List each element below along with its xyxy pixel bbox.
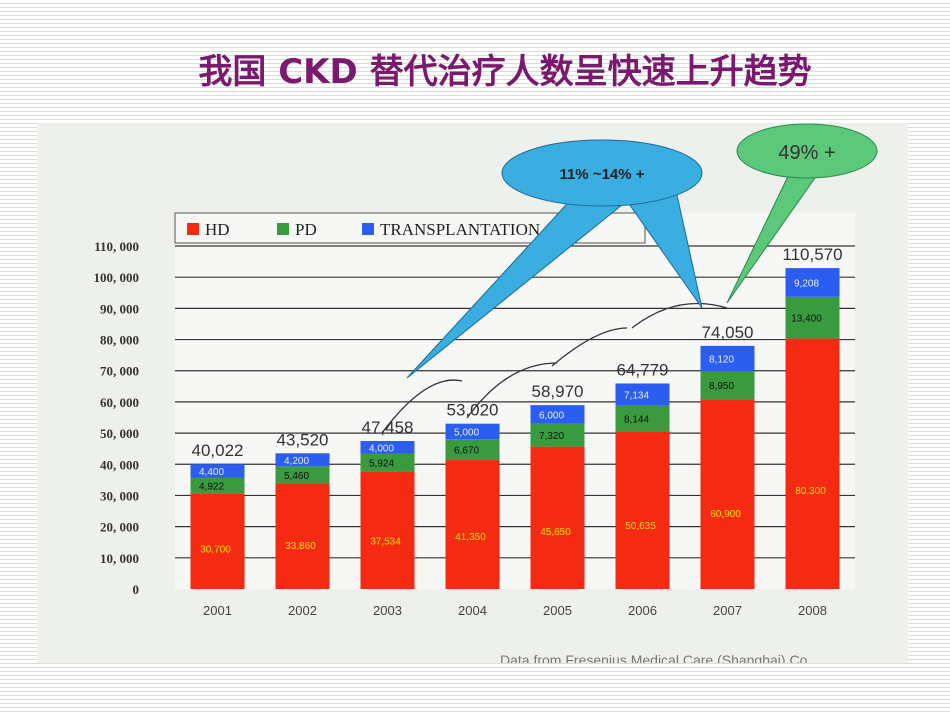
y-tick-label: 90, 000 bbox=[100, 301, 139, 316]
callout-text: 11% ~14% + bbox=[559, 166, 644, 183]
slide-title: 我国 CKD 替代治疗人数呈快速上升趋势 bbox=[198, 52, 812, 92]
bar-value-label: 7,320 bbox=[539, 431, 564, 442]
x-tick-label: 2004 bbox=[458, 603, 487, 618]
bar-value-label: 5,000 bbox=[454, 427, 479, 438]
bar-value-label: 5,924 bbox=[369, 459, 394, 470]
x-tick-label: 2008 bbox=[798, 603, 827, 618]
bar-segment-pd bbox=[275, 466, 330, 484]
y-tick-label: 10, 000 bbox=[100, 551, 139, 566]
trend-arrows bbox=[381, 302, 728, 434]
bar-total-label: 110,570 bbox=[782, 245, 842, 264]
bar-value-label: 9,208 bbox=[794, 278, 819, 289]
source-note: Data from Fresenius Medical Care (Shangh… bbox=[500, 652, 808, 663]
bar-segment-transplantation bbox=[275, 453, 330, 467]
bar-total-label: 58,970 bbox=[532, 382, 584, 401]
bar-segment-hd bbox=[530, 446, 585, 589]
bar-value-label: 80,300 bbox=[795, 486, 826, 497]
x-tick-label: 2001 bbox=[203, 603, 232, 618]
bar-total-label: 43,520 bbox=[277, 430, 329, 449]
bar-value-label: 45,650 bbox=[540, 527, 571, 538]
bar-segment-transplantation bbox=[700, 345, 755, 372]
bar-segment-transplantation bbox=[615, 383, 670, 406]
bar-total-label: 64,779 bbox=[617, 360, 669, 379]
bar-segment-pd bbox=[445, 439, 500, 461]
legend-label: HD bbox=[205, 220, 230, 239]
legend-swatch bbox=[277, 223, 289, 235]
bar-value-label: 8,120 bbox=[709, 355, 734, 366]
bar-value-label: 6,000 bbox=[539, 410, 564, 421]
stacked-bar-chart: 0 10, 000 20, 000 30, 000 40, 000 50, 000 60, … bbox=[94, 123, 878, 663]
callout-bubble bbox=[736, 123, 878, 179]
bar-segment-transplantation bbox=[190, 464, 245, 478]
bar-segment-transplantation bbox=[530, 405, 585, 424]
bar-value-label: 8,950 bbox=[709, 381, 734, 392]
y-tick-label: 30, 000 bbox=[100, 488, 139, 503]
bar-value-label: 60,900 bbox=[710, 509, 741, 520]
bar-segment-hd bbox=[700, 399, 755, 589]
bar-value-label: 37,534 bbox=[370, 537, 401, 548]
y-tick-label: 100, 000 bbox=[94, 270, 140, 285]
bar-segment-transplantation bbox=[445, 423, 500, 440]
x-tick-label: 2006 bbox=[628, 603, 657, 618]
bar-value-label: 4,922 bbox=[199, 482, 224, 493]
x-tick-label: 2005 bbox=[543, 603, 572, 618]
callout-text: 49% + bbox=[778, 142, 835, 164]
bar-value-label: 33,860 bbox=[285, 541, 316, 552]
x-tick-label: 2003 bbox=[373, 603, 402, 618]
bar-value-label: 4,400 bbox=[199, 467, 224, 478]
bar-value-label: 4,200 bbox=[284, 456, 309, 467]
bar-value-label: 8,144 bbox=[624, 414, 649, 425]
bar-total-label: 47,458 bbox=[362, 418, 414, 437]
bar-segment-hd bbox=[275, 483, 330, 589]
bar-segment-pd bbox=[360, 453, 415, 472]
legend-label: PD bbox=[295, 220, 317, 239]
bar-value-label: 7,134 bbox=[624, 391, 649, 402]
bar-segment-hd bbox=[190, 493, 245, 589]
bar-segment-pd bbox=[530, 423, 585, 447]
y-tick-label: 70, 000 bbox=[100, 364, 139, 379]
bar-segment-hd bbox=[360, 471, 415, 589]
bar-value-label: 5,460 bbox=[284, 471, 309, 482]
bar-segment-pd bbox=[615, 405, 670, 432]
x-tick-label: 2002 bbox=[288, 603, 317, 618]
bar-segment-transplantation bbox=[785, 268, 840, 297]
y-tick-label: 110, 000 bbox=[94, 239, 139, 254]
y-tick-label: 60, 000 bbox=[100, 395, 139, 410]
bar-segment-transplantation bbox=[360, 441, 415, 454]
y-tick-label: 80, 000 bbox=[100, 333, 139, 348]
bar-segment-hd bbox=[615, 431, 670, 589]
bar-value-label: 6,670 bbox=[454, 446, 479, 457]
y-tick-label: 50, 000 bbox=[100, 426, 139, 441]
bar-value-label: 41,350 bbox=[455, 532, 486, 543]
bar-total-label: 40,022 bbox=[192, 441, 244, 460]
x-tick-label: 2007 bbox=[713, 603, 742, 618]
bar-segment-pd bbox=[700, 371, 755, 400]
chart-photo: 0 10, 000 20, 000 30, 000 40, 000 50, 000 60, … bbox=[37, 123, 908, 663]
legend-swatch bbox=[362, 223, 374, 235]
y-tick-label: 0 bbox=[133, 582, 140, 597]
bar-segment-pd bbox=[785, 296, 840, 339]
legend-swatch bbox=[187, 223, 199, 235]
bar-total-label: 74,050 bbox=[702, 323, 754, 342]
bar-segment-hd bbox=[785, 338, 840, 589]
bar-segment-pd bbox=[190, 477, 245, 494]
legend-label: TRANSPLANTATION bbox=[380, 220, 540, 239]
bar-segment-hd bbox=[445, 460, 500, 589]
bar-value-label: 4,000 bbox=[369, 443, 394, 454]
bar-value-label: 30,700 bbox=[200, 545, 231, 556]
bar-value-label: 13,400 bbox=[791, 314, 822, 325]
y-tick-label: 20, 000 bbox=[100, 520, 139, 535]
callout-bubble bbox=[501, 139, 703, 207]
bar-value-label: 50,635 bbox=[625, 521, 656, 532]
y-tick-label: 40, 000 bbox=[100, 457, 139, 472]
